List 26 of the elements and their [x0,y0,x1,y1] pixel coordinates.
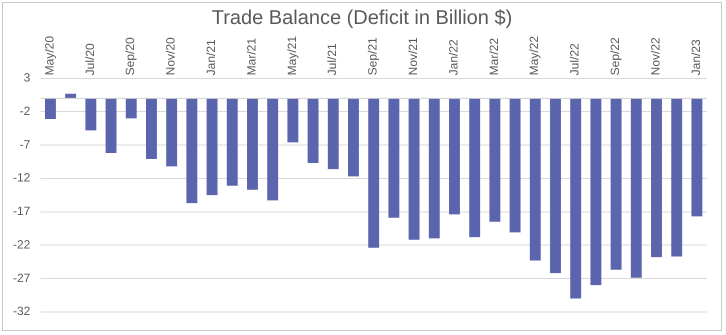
x-tick-label: Sep/20 [123,36,138,76]
x-tick-label: Jan/22 [446,38,460,76]
y-tick-label: -12 [13,170,31,185]
x-tick-label: Jan/21 [204,38,218,76]
x-tick-label: May/22 [527,36,542,76]
x-tick-label: May/20 [42,36,56,76]
x-tick-label: Mar/21 [244,38,258,76]
x-tick-label: Jan/23 [688,38,703,76]
x-tick-label: Jul/20 [82,43,97,76]
x-tick-label: May/21 [284,36,299,76]
x-tick-label: Sep/22 [608,36,622,76]
x-tick-label: Jul/22 [568,43,582,76]
y-tick-label: -7 [20,137,31,152]
y-tick-label: -17 [13,204,31,218]
y-tick-label: -22 [13,237,31,252]
chart-title: Trade Balance (Deficit in Billion $) [210,7,514,30]
x-tick-label: Nov/20 [164,37,178,76]
y-tick-label: -32 [13,304,31,318]
y-tick-label: -2 [20,104,31,118]
x-tick-label: Sep/21 [366,36,380,76]
y-tick-label: 3 [24,70,31,85]
x-tick-label: Mar/22 [486,38,501,76]
x-tick-label: Jul/21 [325,43,340,76]
x-tick-label: Nov/22 [648,37,662,76]
x-tick-label: Nov/21 [406,37,420,76]
y-tick-label: -27 [13,270,31,285]
